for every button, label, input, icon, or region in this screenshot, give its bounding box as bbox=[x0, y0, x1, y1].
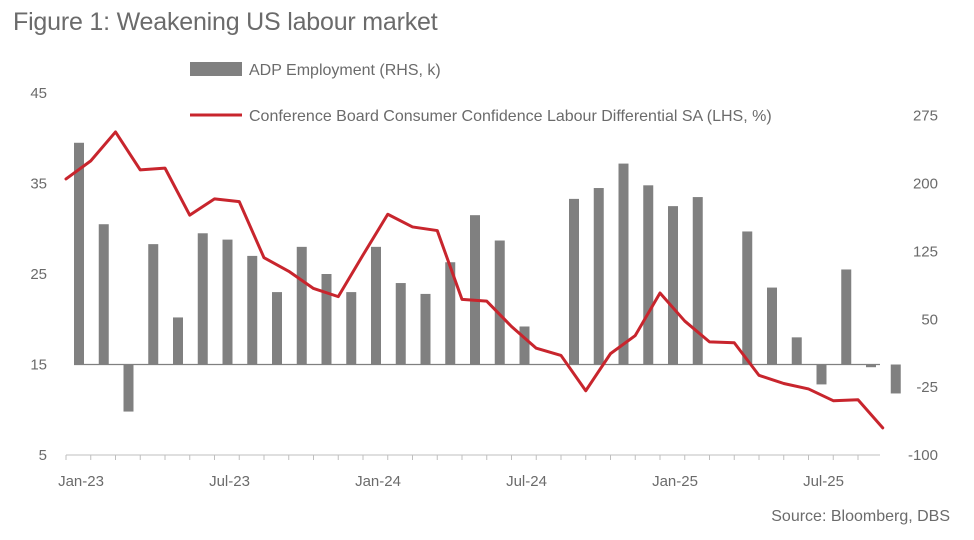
bar-Jun-23 bbox=[197, 233, 208, 365]
right-tick-label: -25 bbox=[916, 379, 938, 396]
bar-Apr-24 bbox=[445, 262, 456, 365]
right-tick-label: -100 bbox=[908, 447, 938, 464]
bar-May-25 bbox=[767, 287, 777, 365]
bar-Nov-23 bbox=[321, 274, 332, 365]
bar-point-33 bbox=[890, 364, 901, 394]
bar-Jun-25 bbox=[791, 337, 802, 365]
right-tick-label: 200 bbox=[913, 176, 938, 193]
x-tick-label: Jul-23 bbox=[209, 473, 250, 490]
bar-Aug-23 bbox=[247, 255, 258, 365]
bar-Mar-24 bbox=[420, 293, 431, 365]
legend: ADP Employment (RHS, k) Conference Board… bbox=[190, 62, 772, 125]
bar-Jan-25 bbox=[668, 206, 678, 365]
bar-Jul-23 bbox=[222, 239, 233, 365]
x-tick-label: Jul-25 bbox=[803, 473, 844, 490]
x-tick-label: Jan-25 bbox=[652, 473, 698, 490]
bar-Jul-25 bbox=[816, 364, 827, 385]
bar-Oct-23 bbox=[296, 246, 307, 365]
bar-May-24 bbox=[470, 215, 480, 365]
bar-May-23 bbox=[173, 317, 183, 365]
legend-bar-swatch bbox=[190, 62, 242, 76]
left-tick-label: 25 bbox=[30, 266, 47, 283]
left-tick-label: 15 bbox=[30, 357, 47, 374]
bar-Jun-24 bbox=[494, 240, 505, 365]
bar-Apr-23 bbox=[148, 244, 159, 365]
left-tick-label: 5 bbox=[39, 447, 47, 464]
labour-differential-line bbox=[64, 130, 885, 430]
bar-Dec-24 bbox=[643, 185, 654, 365]
bar-Apr-25 bbox=[742, 231, 753, 365]
bar-series bbox=[74, 142, 901, 412]
source-note: Source: Bloomberg, DBS bbox=[771, 508, 950, 525]
bar-Jan-23 bbox=[74, 142, 84, 365]
bar-Oct-24 bbox=[593, 188, 604, 365]
x-tick-label: Jul-24 bbox=[506, 473, 547, 490]
right-tick-label: 125 bbox=[913, 243, 938, 260]
chart-title: Figure 1: Weakening US labour market bbox=[13, 8, 438, 36]
bar-Aug-25 bbox=[841, 269, 852, 365]
x-tick-label: Jan-24 bbox=[355, 473, 401, 490]
line-series bbox=[64, 130, 885, 430]
legend-line-label: Conference Board Consumer Confidence Lab… bbox=[249, 108, 772, 125]
bar-Sep-24 bbox=[569, 198, 579, 365]
bar-Nov-24 bbox=[618, 163, 629, 365]
left-axis: 45 35 25 15 5 bbox=[30, 85, 47, 464]
bar-Mar-23 bbox=[123, 364, 134, 412]
bar-Feb-24 bbox=[395, 283, 406, 365]
left-tick-label: 45 bbox=[30, 85, 47, 102]
right-tick-label: 275 bbox=[913, 108, 938, 125]
right-tick-label: 50 bbox=[921, 311, 938, 328]
bar-Sep-25 bbox=[866, 364, 876, 368]
x-axis: Jan-23 Jul-23 Jan-24 Jul-24 Jan-25 Jul-25 bbox=[58, 454, 880, 490]
bar-Jan-24 bbox=[371, 246, 381, 365]
right-axis: 275 200 125 50 -25 -100 bbox=[908, 108, 938, 464]
bar-Sep-23 bbox=[272, 292, 282, 365]
bar-Dec-23 bbox=[346, 292, 357, 365]
bar-Jul-24 bbox=[519, 326, 530, 365]
left-tick-label: 35 bbox=[30, 176, 47, 193]
bar-Feb-25 bbox=[692, 197, 703, 365]
bar-Feb-23 bbox=[98, 224, 109, 365]
legend-bar-label: ADP Employment (RHS, k) bbox=[249, 62, 441, 79]
x-tick-label: Jan-23 bbox=[58, 473, 104, 490]
